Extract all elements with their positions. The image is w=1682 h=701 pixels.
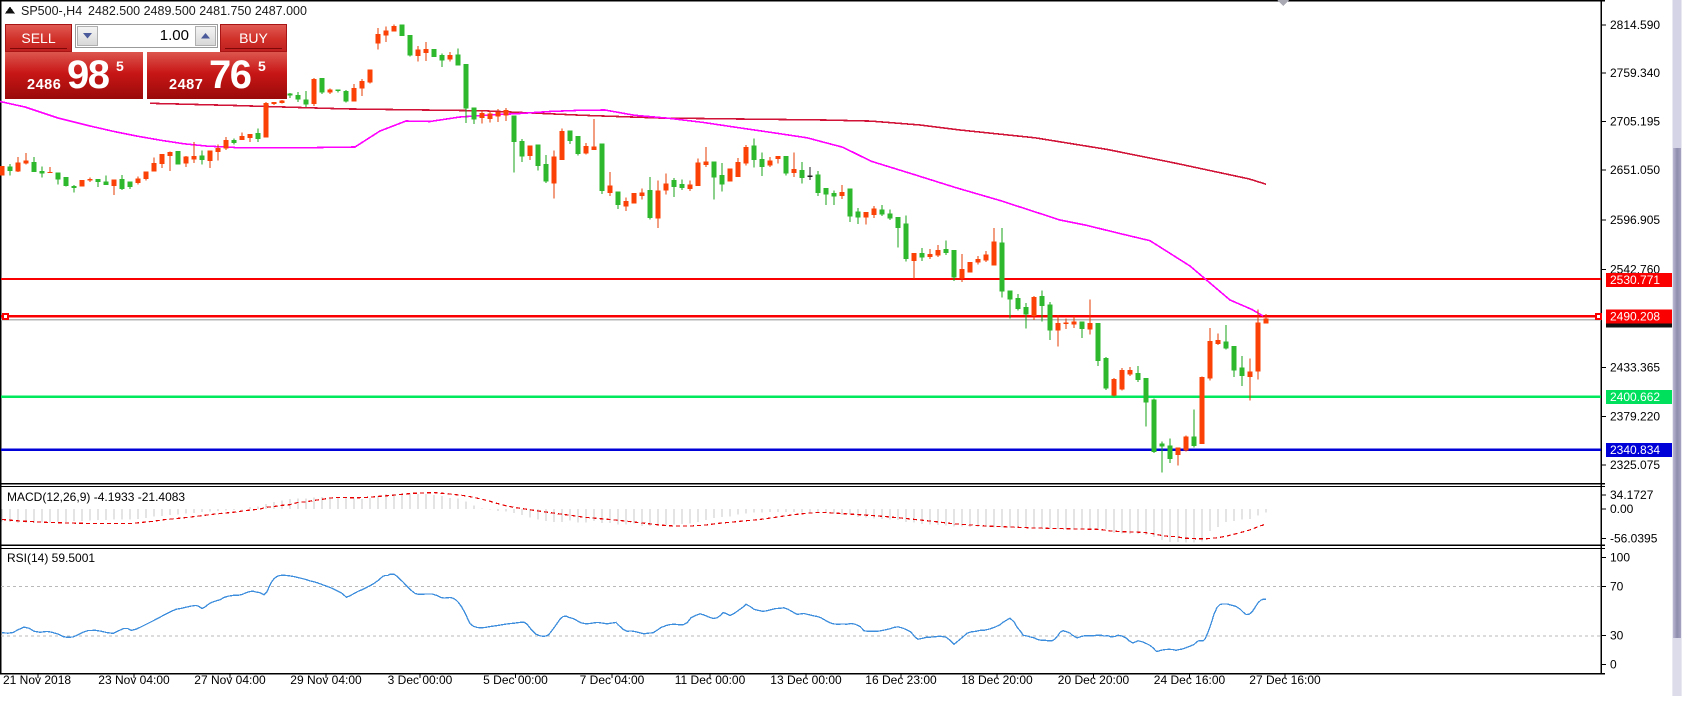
svg-text:2705.195: 2705.195 [1610, 115, 1660, 129]
svg-text:0.00: 0.00 [1610, 502, 1634, 516]
svg-text:2651.050: 2651.050 [1610, 163, 1660, 177]
svg-text:5 Dec 00:00: 5 Dec 00:00 [483, 673, 548, 687]
svg-text:2400.662: 2400.662 [1610, 390, 1660, 404]
svg-text:2759.340: 2759.340 [1610, 66, 1660, 80]
svg-text:2482.500 2489.500 2481.750 248: 2482.500 2489.500 2481.750 2487.000 [88, 4, 307, 18]
svg-text:27 Nov 04:00: 27 Nov 04:00 [194, 673, 266, 687]
svg-text:7 Dec 04:00: 7 Dec 04:00 [580, 673, 645, 687]
svg-text:2530.771: 2530.771 [1610, 273, 1660, 287]
svg-text:30: 30 [1610, 629, 1624, 643]
svg-text:29 Nov 04:00: 29 Nov 04:00 [290, 673, 362, 687]
svg-text:24 Dec 16:00: 24 Dec 16:00 [1154, 673, 1226, 687]
svg-text:2596.905: 2596.905 [1610, 213, 1660, 227]
svg-text:SP500-,H4: SP500-,H4 [21, 4, 82, 18]
svg-text:27 Dec 16:00: 27 Dec 16:00 [1249, 673, 1321, 687]
svg-text:23 Nov 04:00: 23 Nov 04:00 [98, 673, 170, 687]
svg-text:2379.220: 2379.220 [1610, 409, 1660, 423]
svg-text:RSI(14) 59.5001: RSI(14) 59.5001 [7, 551, 95, 565]
svg-text:100: 100 [1610, 551, 1630, 565]
svg-text:13 Dec 00:00: 13 Dec 00:00 [770, 673, 842, 687]
svg-text:21 Nov 2018: 21 Nov 2018 [3, 673, 71, 687]
svg-text:2542.760: 2542.760 [1610, 262, 1660, 276]
svg-text:18 Dec 20:00: 18 Dec 20:00 [961, 673, 1033, 687]
svg-text:2814.590: 2814.590 [1610, 18, 1660, 32]
svg-text:2433.365: 2433.365 [1610, 361, 1660, 375]
svg-text:2340.834: 2340.834 [1610, 443, 1660, 457]
svg-text:3 Dec 00:00: 3 Dec 00:00 [388, 673, 453, 687]
svg-text:20 Dec 20:00: 20 Dec 20:00 [1058, 673, 1130, 687]
svg-text:2490.208: 2490.208 [1610, 310, 1660, 324]
svg-text:34.1727: 34.1727 [1610, 488, 1654, 502]
svg-text:-56.0395: -56.0395 [1610, 532, 1658, 546]
svg-text:2325.075: 2325.075 [1610, 458, 1660, 472]
svg-text:MACD(12,26,9) -4.1933 -21.4083: MACD(12,26,9) -4.1933 -21.4083 [7, 490, 185, 504]
svg-text:70: 70 [1610, 579, 1624, 593]
svg-text:11 Dec 00:00: 11 Dec 00:00 [675, 673, 746, 687]
svg-text:16 Dec 23:00: 16 Dec 23:00 [865, 673, 937, 687]
svg-text:0: 0 [1610, 658, 1617, 672]
